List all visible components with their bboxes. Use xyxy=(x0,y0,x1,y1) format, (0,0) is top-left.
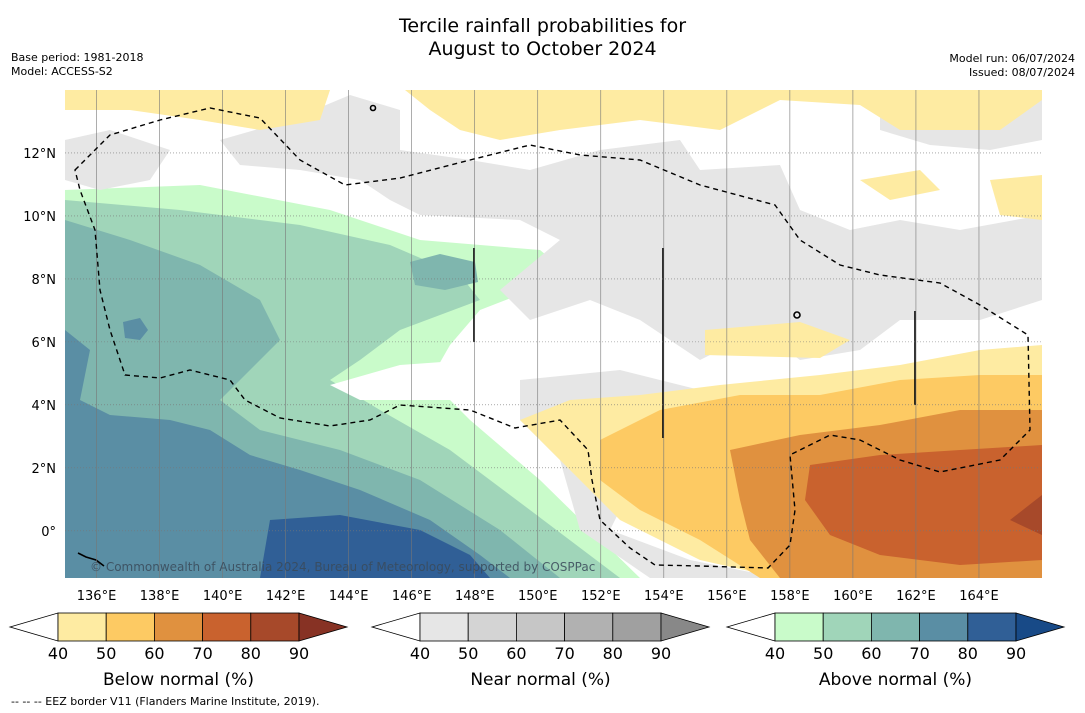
land-features xyxy=(77,104,916,567)
x-axis-ticks: 136°E 138°E 140°E 142°E 144°E 146°E 148°E 150°E… xyxy=(77,589,999,604)
colorbar-tick-label: 90 xyxy=(651,644,671,663)
near-normal-north xyxy=(220,95,1042,360)
colorbar-tick-label: 40 xyxy=(410,644,430,663)
x-tick-label: 146°E xyxy=(392,589,432,604)
colorbar-1: 40 50 60 70 80 90 Below normal (%) xyxy=(8,612,349,690)
model-name: Model: ACCESS-S2 xyxy=(11,65,113,78)
x-tick-label: 156°E xyxy=(707,589,747,604)
colorbar-tick-label: 40 xyxy=(48,644,68,663)
graticule xyxy=(65,90,1042,578)
x-tick-label: 144°E xyxy=(329,589,369,604)
colorbar-extend-low xyxy=(8,612,59,642)
x-tick-label: 136°E xyxy=(77,589,117,604)
colorbar-tick-label: 40 xyxy=(765,644,785,663)
above-normal-70-blob xyxy=(123,318,148,340)
below-normal-80 xyxy=(1010,495,1042,535)
colorbar-tick-label: 50 xyxy=(458,644,478,663)
x-tick-label: 154°E xyxy=(644,589,684,604)
x-tick-label: 160°E xyxy=(833,589,873,604)
colorbar-segment xyxy=(467,612,517,642)
colorbar-segment xyxy=(967,612,1017,642)
x-tick-label: 164°E xyxy=(959,589,999,604)
colorbar-title: Above normal (%) xyxy=(819,670,972,690)
y-tick-label: 10°N xyxy=(23,210,56,225)
colorbar-extend-high xyxy=(660,612,711,642)
colorbar-segment xyxy=(822,612,872,642)
x-tick-label: 140°E xyxy=(203,589,243,604)
credit-text: © Commonwealth of Australia 2024, Bureau… xyxy=(90,560,595,574)
colorbar-tick-label: 80 xyxy=(603,644,623,663)
colorbar-segment xyxy=(202,612,252,642)
colorbar-tick-label: 90 xyxy=(1006,644,1026,663)
chart-title-line1: Tercile rainfall probabilities for xyxy=(398,15,687,37)
issued-date: Issued: 08/07/2024 xyxy=(968,66,1075,79)
below-normal-70 xyxy=(805,445,1042,565)
colorbar-segment xyxy=(250,612,300,642)
above-normal-60-blob xyxy=(410,254,478,290)
chart-title-line2: August to October 2024 xyxy=(428,38,657,60)
colorbar-tick-label: 80 xyxy=(241,644,261,663)
colorbar-extend-high xyxy=(298,612,349,642)
y-tick-label: 4°N xyxy=(32,399,57,414)
x-tick-label: 148°E xyxy=(455,589,495,604)
below-normal-40-northc xyxy=(405,90,1042,140)
y-tick-label: 0° xyxy=(41,525,56,540)
colorbar-segment xyxy=(564,612,614,642)
y-tick-label: 8°N xyxy=(32,273,57,288)
colorbar-tick-label: 80 xyxy=(958,644,978,663)
below-normal-40-mid xyxy=(705,322,850,358)
colorbar-segment xyxy=(105,612,155,642)
model-run: Model run: 06/07/2024 xyxy=(949,52,1075,65)
above-normal-70 xyxy=(65,330,510,578)
y-axis-ticks: 12°N 10°N 8°N 6°N 4°N 2°N 0° xyxy=(23,147,56,540)
y-tick-label: 12°N xyxy=(23,147,56,162)
below-normal-40-small xyxy=(860,170,940,200)
below-normal-40-ne xyxy=(990,175,1042,220)
colorbar-segment xyxy=(871,612,921,642)
x-tick-label: 150°E xyxy=(518,589,558,604)
colorbar-tick-label: 50 xyxy=(813,644,833,663)
colorbar-title: Below normal (%) xyxy=(103,670,254,690)
colorbar-tick-label: 60 xyxy=(144,644,164,663)
colorbar-3: 40 50 60 70 80 90 Above normal (%) xyxy=(725,612,1066,690)
colorbar-extend-low xyxy=(370,612,421,642)
x-tick-label: 138°E xyxy=(140,589,180,604)
eez-footnote: -- -- -- EEZ border V11 (Flanders Marine… xyxy=(11,695,320,708)
near-normal-northwest xyxy=(65,130,170,190)
colorbar-segment xyxy=(919,612,969,642)
colorbar-segment xyxy=(419,612,469,642)
colorbar-extend-low xyxy=(725,612,776,642)
y-tick-label: 2°N xyxy=(32,462,57,477)
colorbar-2: 40 50 60 70 80 90 Near normal (%) xyxy=(370,612,711,690)
x-tick-label: 162°E xyxy=(896,589,936,604)
base-period: Base period: 1981-2018 xyxy=(11,51,144,64)
map-area: © Commonwealth of Australia 2024, Bureau… xyxy=(65,90,1042,578)
y-tick-label: 6°N xyxy=(32,336,57,351)
colorbar-tick-label: 90 xyxy=(289,644,309,663)
colorbar-tick-label: 70 xyxy=(909,644,929,663)
colorbar-segment xyxy=(774,612,824,642)
colorbar-tick-label: 60 xyxy=(506,644,526,663)
colorbar-segment xyxy=(153,612,203,642)
colorbar-tick-label: 50 xyxy=(96,644,116,663)
colorbar-extend-high xyxy=(1015,612,1066,642)
colorbar-segment xyxy=(516,612,566,642)
colorbar-tick-label: 70 xyxy=(554,644,574,663)
colorbar-title: Near normal (%) xyxy=(470,670,610,690)
below-normal-40-north xyxy=(65,90,330,130)
colorbar-tick-label: 60 xyxy=(861,644,881,663)
colorbar-tick-label: 70 xyxy=(192,644,212,663)
x-tick-label: 152°E xyxy=(581,589,621,604)
x-tick-label: 142°E xyxy=(266,589,306,604)
x-tick-label: 158°E xyxy=(770,589,810,604)
colorbars: 40 50 60 70 80 90 Below normal (%) 40 50 60 70 80 90… xyxy=(8,612,1066,690)
colorbar-segment xyxy=(57,612,107,642)
colorbar-segment xyxy=(612,612,662,642)
